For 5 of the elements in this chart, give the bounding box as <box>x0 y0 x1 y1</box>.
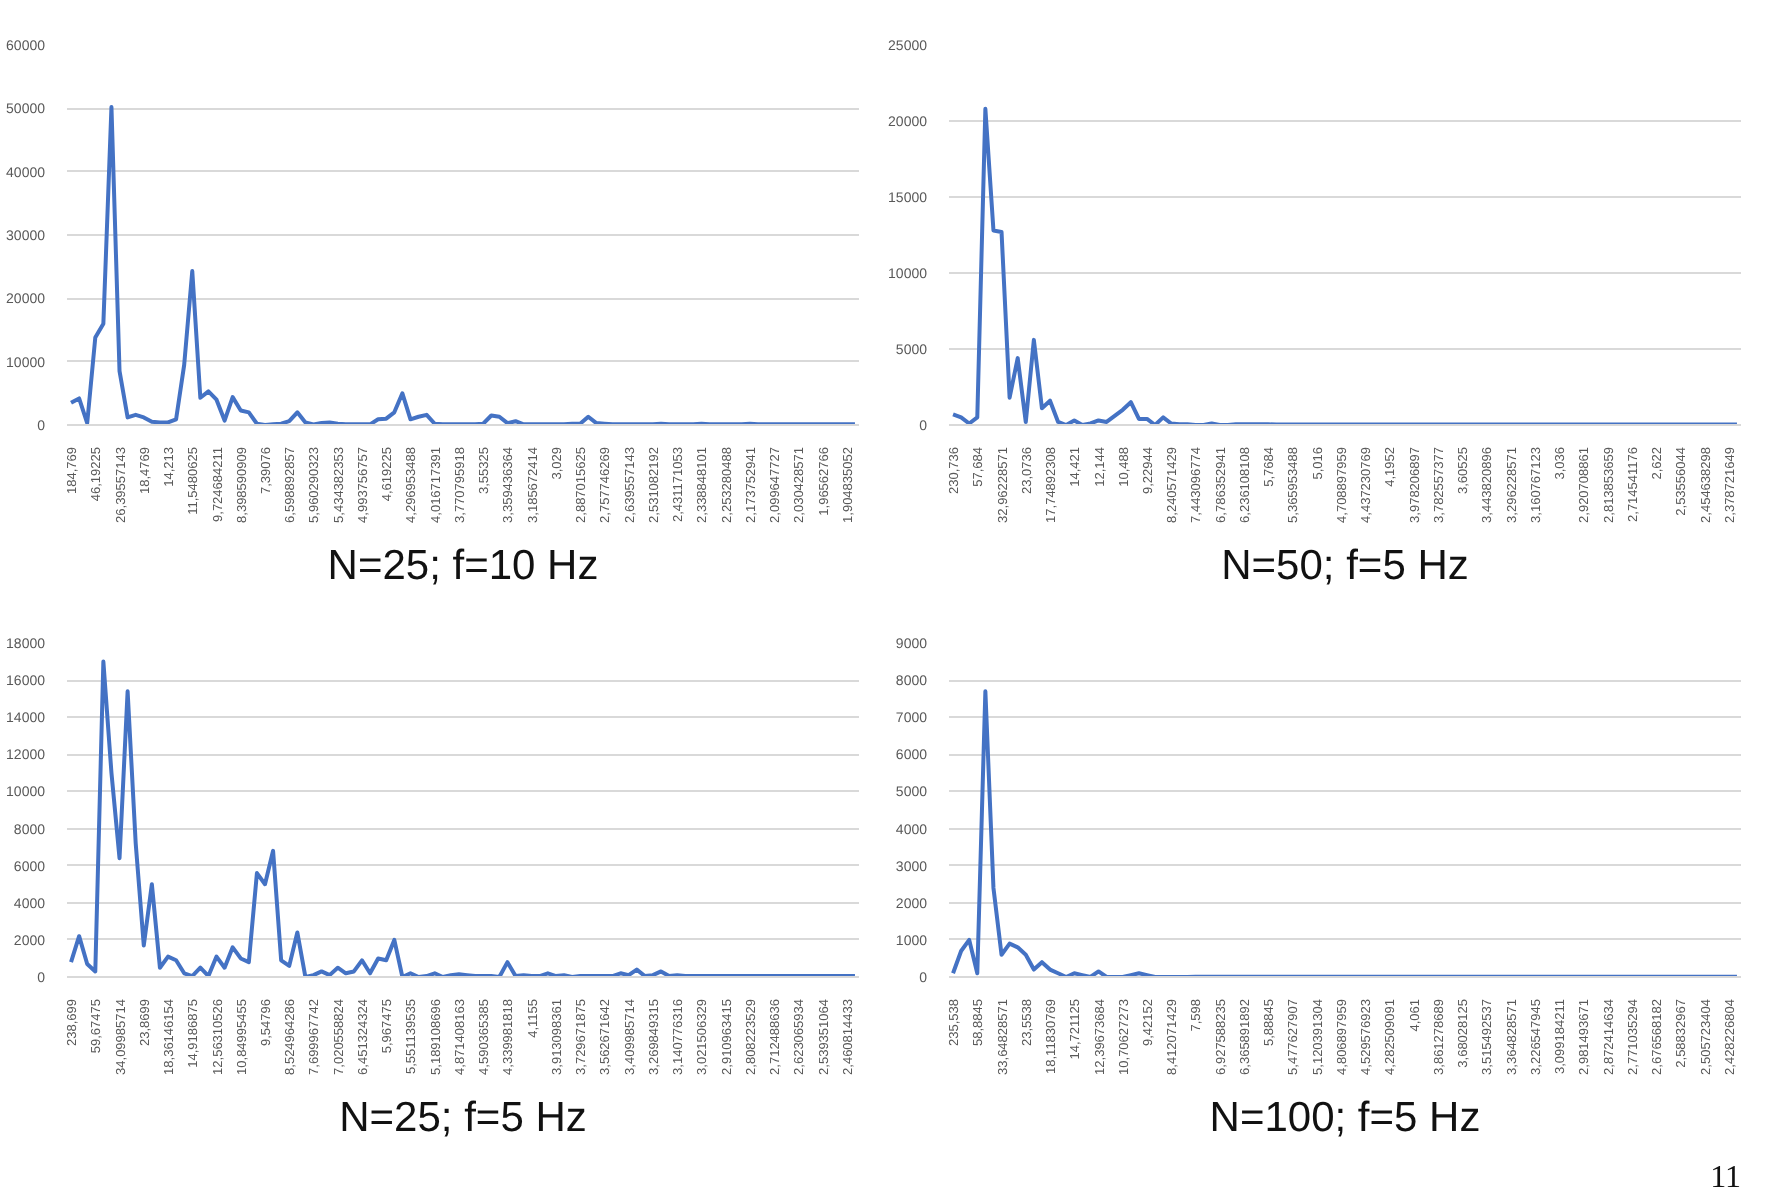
text: N=50; f=5 Hz <box>1221 543 1469 589</box>
text: N=100; f=5 Hz <box>1209 1095 1481 1141</box>
text: N=25; f=5 Hz <box>339 1095 587 1141</box>
text: 11 <box>1710 1161 1741 1195</box>
text: N=25; f=10 Hz <box>327 543 599 589</box>
